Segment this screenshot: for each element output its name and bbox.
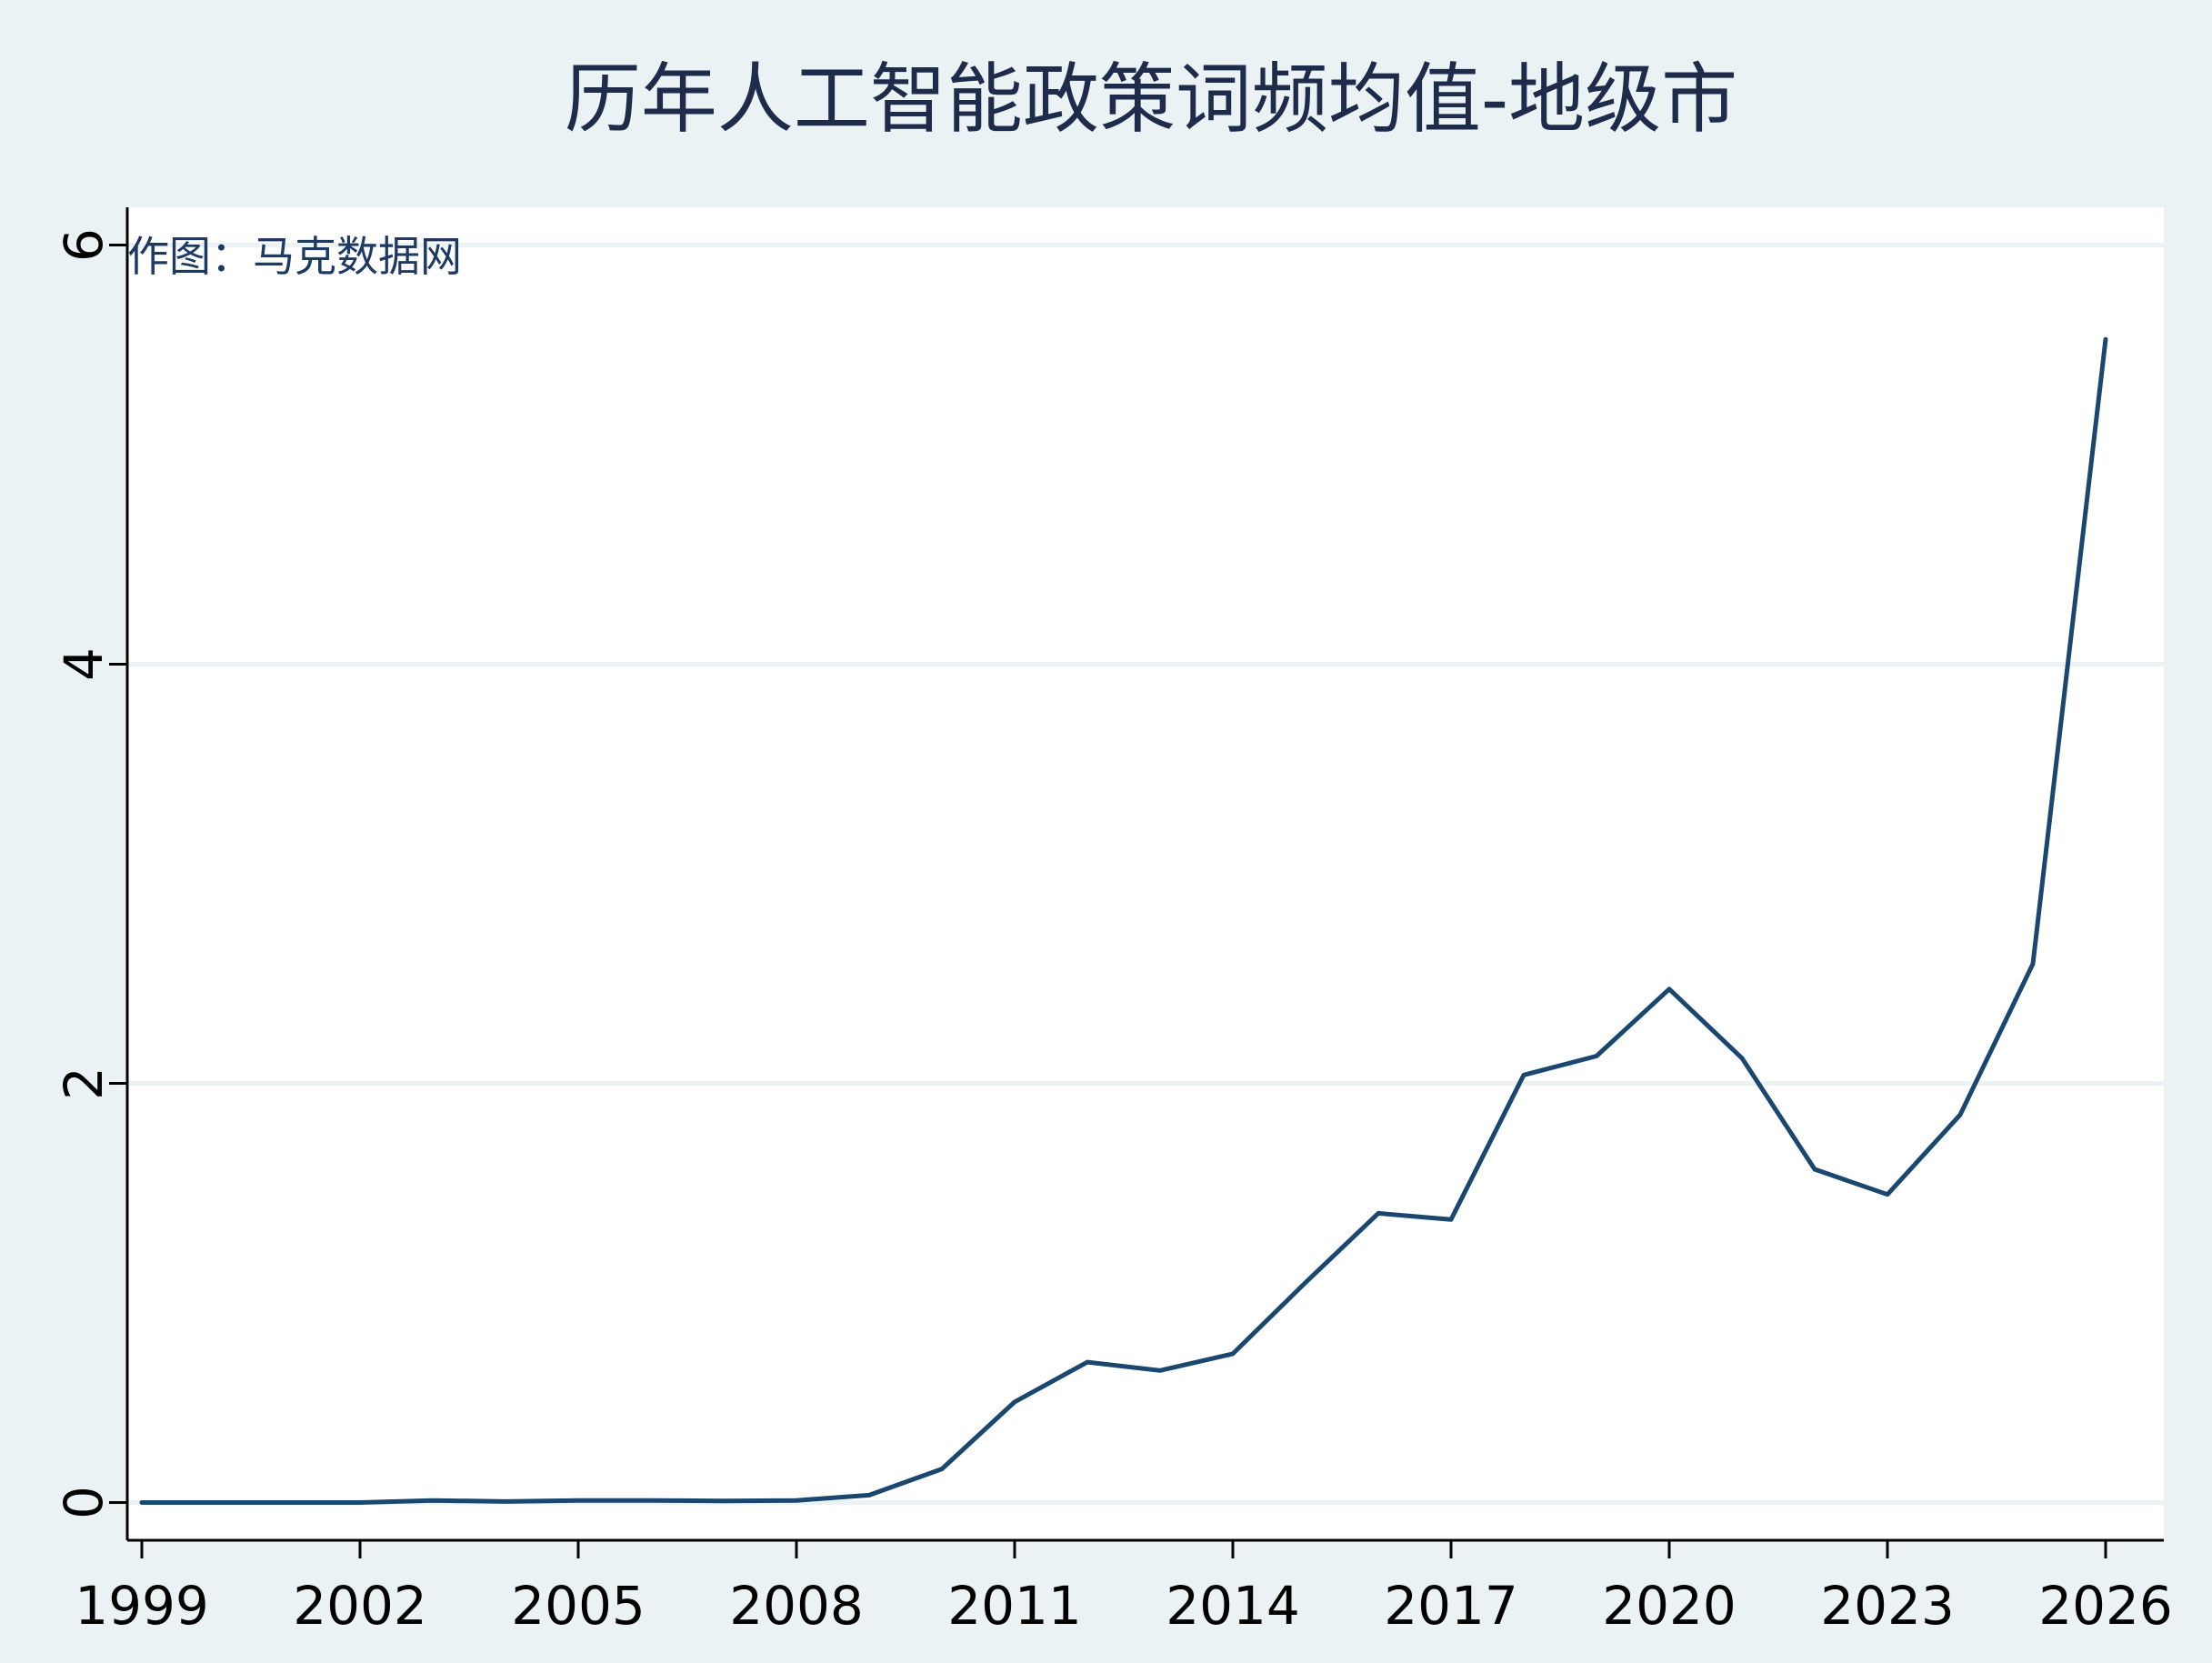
y-tick-label-6: 6 <box>53 228 115 262</box>
series-layer <box>139 336 2108 1505</box>
data-point-2024 <box>1957 1112 1963 1117</box>
y-tick-label-4: 4 <box>53 647 115 681</box>
data-point-2008 <box>794 1498 799 1503</box>
data-point-2009 <box>866 1492 872 1498</box>
tick-labels: 0 2 4 6 1999 2002 2005 2008 2011 2014 2017 2020 2023… <box>53 228 2173 1637</box>
x-tick-label-2014: 2014 <box>1166 1575 1300 1637</box>
chart-title: 历年人工智能政策词频均值-地级市 <box>565 55 1737 144</box>
x-tick-label-1999: 1999 <box>75 1575 209 1637</box>
data-point-2010 <box>939 1467 945 1472</box>
x-tick-label-2011: 2011 <box>947 1575 1082 1637</box>
data-point-2006 <box>648 1498 654 1503</box>
data-point-2000 <box>212 1500 217 1506</box>
y-tick-label-2: 2 <box>53 1067 115 1100</box>
data-point-2023 <box>1885 1192 1890 1197</box>
data-point-2021 <box>1739 1056 1745 1061</box>
y-tick-label-0: 0 <box>53 1486 115 1519</box>
x-tick-label-2005: 2005 <box>511 1575 646 1637</box>
data-point-2002 <box>357 1500 363 1506</box>
x-tick-label-2002: 2002 <box>293 1575 427 1637</box>
data-point-2020 <box>1667 987 1672 992</box>
data-point-2001 <box>285 1500 290 1506</box>
data-point-2005 <box>576 1498 581 1503</box>
x-tick-label-2026: 2026 <box>2038 1575 2173 1637</box>
data-point-2012 <box>1085 1359 1090 1365</box>
data-point-2015 <box>1303 1279 1308 1285</box>
data-point-2018 <box>1521 1072 1526 1077</box>
data-point-2016 <box>1376 1210 1381 1216</box>
data-point-2019 <box>1594 1054 1599 1059</box>
data-point-2025 <box>2030 961 2036 967</box>
x-tick-label-2008: 2008 <box>729 1575 864 1637</box>
data-point-2004 <box>503 1498 508 1504</box>
plot-area <box>127 207 2164 1540</box>
x-tick-label-2017: 2017 <box>1384 1575 1518 1637</box>
axes <box>109 207 2164 1558</box>
gridlines <box>127 242 2164 1506</box>
data-point-2017 <box>1448 1217 1454 1222</box>
data-point-2003 <box>430 1498 435 1503</box>
x-tick-label-2023: 2023 <box>1820 1575 1955 1637</box>
x-tick-label-2020: 2020 <box>1602 1575 1737 1637</box>
data-point-2014 <box>1230 1351 1236 1357</box>
data-point-2022 <box>1812 1167 1817 1172</box>
data-point-2007 <box>721 1498 726 1504</box>
watermark-annotation: 作图：马克数据网 <box>127 232 462 281</box>
data-point-2013 <box>1157 1367 1163 1373</box>
series-line <box>139 336 2108 1505</box>
data-point-2026 <box>2103 336 2108 342</box>
data-point-1999 <box>139 1500 145 1506</box>
data-point-2011 <box>1012 1399 1017 1405</box>
